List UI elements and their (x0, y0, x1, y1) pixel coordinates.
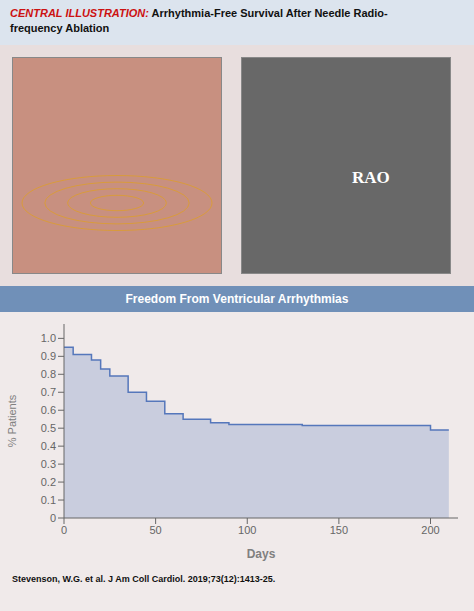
svg-text:% Patients: % Patients (8, 394, 18, 447)
svg-text:0.9: 0.9 (41, 350, 56, 362)
svg-text:0.7: 0.7 (41, 386, 56, 398)
html-text:CENTRAL ILLUSTRATION: Arrhythm: CENTRAL ILLUSTRATION: Arrhythmia-Free Su… (10, 7, 388, 34)
svg-text:0.3: 0.3 (41, 458, 56, 470)
svg-text:100: 100 (238, 524, 256, 536)
svg-text:Days: Days (247, 547, 276, 561)
svg-text:200: 200 (421, 524, 439, 536)
svg-text:0: 0 (61, 524, 67, 536)
svg-text:0.4: 0.4 (41, 440, 56, 452)
html-text:RAO: RAO (352, 168, 390, 187)
svg-text:0.8: 0.8 (41, 368, 56, 380)
svg-text:0.5: 0.5 (41, 422, 56, 434)
svg-text:0.2: 0.2 (41, 476, 56, 488)
svg-text:0.1: 0.1 (41, 494, 56, 506)
html-text:Stevenson, W.G. et al. J Am Co: Stevenson, W.G. et al. J Am Coll Cardiol… (12, 574, 276, 584)
svg-text:0: 0 (50, 512, 56, 524)
svg-text:50: 50 (150, 524, 162, 536)
svg-text:0.6: 0.6 (41, 404, 56, 416)
svg-text:1.0: 1.0 (41, 332, 56, 344)
svg-text:150: 150 (330, 524, 348, 536)
html-text:Freedom From Ventricular Arrhy: Freedom From Ventricular Arrhythmias (125, 292, 349, 306)
